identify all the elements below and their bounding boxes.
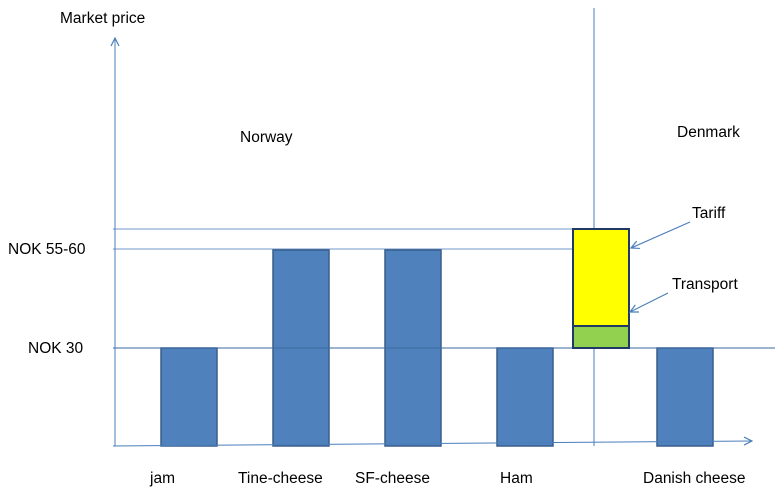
category-label-tine-cheese: Tine-cheese bbox=[238, 470, 323, 487]
category-label-jam: jam bbox=[149, 470, 175, 487]
category-label-danish-cheese: Danish cheese bbox=[643, 470, 746, 487]
category-label-sf-cheese: SF-cheese bbox=[355, 470, 430, 487]
category-label-ham: Ham bbox=[500, 470, 533, 487]
bar-danish-cheese bbox=[656, 347, 714, 447]
x-axis bbox=[112, 441, 752, 447]
bars-layer bbox=[160, 249, 714, 447]
price-label-nok-30: NOK 30 bbox=[28, 340, 84, 357]
tariff-callout-arrow bbox=[631, 221, 691, 248]
price-label-nok-55-60: NOK 55-60 bbox=[8, 241, 86, 258]
region-label-denmark: Denmark bbox=[677, 124, 740, 141]
transport-callout-arrow bbox=[630, 292, 669, 312]
bar-jam bbox=[160, 347, 218, 447]
y-axis-label: Market price bbox=[60, 10, 145, 27]
region-label-norway: Norway bbox=[240, 129, 293, 146]
tariff-segment bbox=[572, 228, 630, 327]
transport-segment bbox=[572, 325, 630, 349]
tariff-label: Tariff bbox=[692, 205, 726, 222]
transport-label: Transport bbox=[672, 276, 738, 293]
bar-ham bbox=[496, 347, 554, 447]
